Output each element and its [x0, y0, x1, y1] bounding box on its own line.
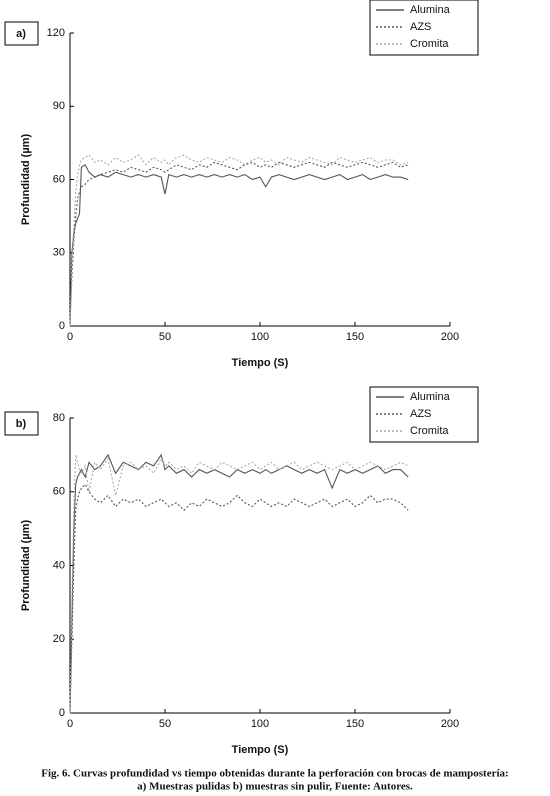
x-axis-label: Tiempo (S)	[232, 357, 289, 369]
x-tick-label: 200	[441, 718, 459, 730]
y-tick-label: 0	[59, 707, 65, 719]
x-tick-label: 150	[346, 718, 364, 730]
y-tick-label: 120	[47, 27, 65, 39]
caption-line: Fig. 6. Curvas profundidad vs tiempo obt…	[41, 768, 508, 780]
x-tick-label: 50	[159, 718, 171, 730]
legend-label: Alumina	[410, 391, 451, 403]
x-tick-label: 50	[159, 331, 171, 343]
x-tick-label: 100	[251, 331, 269, 343]
x-tick-label: 150	[346, 331, 364, 343]
x-axis-label: Tiempo (S)	[232, 744, 289, 756]
series-line	[69, 164, 409, 327]
legend-label: AZS	[410, 21, 431, 33]
panel-label: a)	[16, 28, 26, 40]
panel-label: b)	[16, 418, 27, 430]
y-tick-label: 40	[53, 559, 65, 571]
panel-label-box	[4, 411, 39, 436]
y-tick-label: 60	[53, 486, 65, 498]
legend-label: AZS	[410, 408, 431, 420]
caption-line: a) Muestras pulidas b) muestras sin puli…	[137, 781, 413, 793]
x-tick-label: 200	[441, 331, 459, 343]
legend-label: Cromita	[410, 425, 449, 437]
y-tick-label: 60	[53, 173, 65, 185]
legend-label: Cromita	[410, 38, 449, 50]
x-tick-label: 100	[251, 718, 269, 730]
panel-label-box	[4, 21, 39, 46]
y-axis-label: Profundidad (µm)	[20, 520, 32, 612]
x-tick-label: 0	[67, 718, 73, 730]
series-line	[69, 483, 409, 714]
x-tick-label: 0	[67, 331, 73, 343]
series-line	[69, 154, 409, 327]
y-tick-label: 90	[53, 100, 65, 112]
y-tick-label: 20	[53, 633, 65, 645]
series-line	[69, 453, 409, 714]
legend-box	[369, 386, 479, 443]
legend-box	[369, 0, 479, 56]
series-line	[69, 454, 409, 714]
y-tick-label: 80	[53, 412, 65, 424]
y-tick-label: 0	[59, 320, 65, 332]
y-axis-label: Profundidad (µm)	[20, 134, 32, 226]
series-line	[69, 161, 409, 327]
legend-label: Alumina	[410, 4, 451, 16]
y-tick-label: 30	[53, 247, 65, 259]
